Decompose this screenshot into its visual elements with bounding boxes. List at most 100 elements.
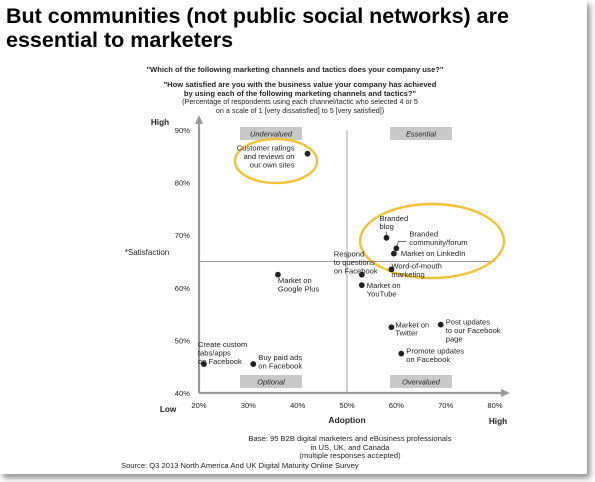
data-point bbox=[358, 282, 365, 289]
quadrant-label-optional: Optional bbox=[257, 378, 285, 387]
data-point bbox=[437, 321, 444, 328]
point-label: Post updates to our Facebook page bbox=[446, 318, 501, 344]
point-label: Market on Google Plus bbox=[278, 276, 320, 293]
point-label-line: Twitter bbox=[395, 329, 418, 338]
point-label-line: marketing bbox=[391, 270, 424, 279]
y-tick-label: 60% bbox=[175, 284, 190, 293]
point-label-line: Word-of-mouth bbox=[391, 261, 442, 270]
y-tick-label: 90% bbox=[175, 126, 190, 135]
survey-question-2-note-line-2: on a scale of 1 [very dissatisfied] to 5… bbox=[215, 105, 385, 115]
point-label-line: Market on bbox=[367, 281, 401, 290]
point-label: Market on YouTube bbox=[367, 281, 401, 298]
point-label-line: Market on bbox=[278, 276, 312, 285]
data-point bbox=[393, 245, 400, 252]
base-note-line-1: Base: 95 B2B digital marketers and eBusi… bbox=[248, 434, 452, 443]
point-label-line: blog bbox=[379, 222, 393, 231]
x-tick-label: 70% bbox=[438, 401, 453, 410]
data-point bbox=[383, 234, 390, 241]
x-tick-label: 50% bbox=[339, 401, 354, 410]
point-label-line: YouTube bbox=[367, 290, 397, 299]
x-tick-label: 40% bbox=[290, 401, 305, 410]
highlight-ellipse-customer-ratings bbox=[233, 137, 319, 185]
slide-headline: But communities (not public social netwo… bbox=[6, 4, 581, 52]
source-note: Source: Q3 2013 North America And UK Dig… bbox=[121, 461, 359, 470]
data-point bbox=[398, 350, 405, 357]
x-axis-title: Adoption bbox=[328, 415, 365, 425]
point-label-line: on Facebook bbox=[198, 357, 242, 366]
highlight-ellipse-owned-channels bbox=[358, 202, 506, 280]
headline-line-1: But communities (not public social netwo… bbox=[6, 4, 509, 28]
point-label-line: Branded bbox=[409, 229, 438, 238]
quadrant-box-overvalued bbox=[390, 375, 452, 388]
point-label-line: and reviews on bbox=[243, 152, 294, 161]
point-label-line: on Facebook bbox=[334, 266, 378, 275]
point-label-line: Promote updates bbox=[406, 347, 464, 356]
point-label-line: Market on LinkedIn bbox=[401, 249, 466, 258]
point-label: Branded blog bbox=[379, 214, 408, 231]
x-tick-label: 60% bbox=[389, 401, 404, 410]
base-note-line-3: (multiple responses accepted) bbox=[299, 451, 401, 460]
point-label-line: Customer ratings bbox=[237, 144, 295, 153]
point-label-line: page bbox=[446, 334, 463, 343]
point-label-line: Market on bbox=[395, 320, 429, 329]
slide: But communities (not public social netwo… bbox=[6, 4, 581, 470]
quadrant-box-undervalued bbox=[240, 127, 302, 140]
point-label: Promote updates on Facebook bbox=[406, 347, 464, 364]
x-tick-label: 30% bbox=[241, 401, 256, 410]
x-axis-arrow bbox=[501, 389, 510, 397]
data-point bbox=[250, 361, 257, 367]
scatter-chart: 20% 30% 40% 50% 60% 70% 80% 40% 50% 60% 70% 80% 90% A… bbox=[125, 115, 510, 426]
x-axis-low-label: Low bbox=[160, 405, 177, 414]
point-label-line: on Facebook bbox=[258, 361, 302, 370]
y-tick-label: 40% bbox=[175, 389, 190, 398]
point-label: Branded community/forum bbox=[409, 229, 467, 246]
point-label: Market on Twitter bbox=[395, 320, 429, 337]
point-label: Market on LinkedIn bbox=[401, 249, 466, 258]
point-label-line: to questions bbox=[334, 258, 375, 267]
survey-question-2-line-1: "How satisfied are you with the business… bbox=[163, 80, 437, 89]
base-note: Base: 95 B2B digital marketers and eBusi… bbox=[200, 434, 500, 461]
quadrant-label-undervalued: Undervalued bbox=[250, 130, 293, 139]
survey-question-2-note: (Percentage of respondents using each ch… bbox=[150, 97, 450, 115]
headline-line-2: essential to marketers bbox=[6, 28, 234, 52]
point-label-line: on Facebook bbox=[406, 355, 450, 364]
point-label: Customer ratings and reviews on our own si… bbox=[237, 144, 295, 170]
x-axis-high-label: High bbox=[489, 417, 507, 426]
point-label-line: tabs/apps bbox=[198, 348, 231, 357]
x-tick-label: 80% bbox=[487, 401, 502, 410]
survey-question-2-line-2: by using each of the following marketing… bbox=[183, 89, 417, 98]
quadrant-label-overvalued: Overvalued bbox=[402, 378, 441, 387]
y-axis-high-label: High bbox=[151, 118, 169, 127]
survey-question-2-note-line-1: (Percentage of respondents using each ch… bbox=[182, 97, 418, 106]
data-point bbox=[201, 361, 207, 367]
y-tick-label: 80% bbox=[175, 179, 190, 188]
y-axis-arrow bbox=[195, 115, 203, 124]
data-point bbox=[304, 150, 311, 157]
survey-question-1: "Which of the following marketing channe… bbox=[146, 65, 444, 74]
y-tick-label: 50% bbox=[175, 336, 190, 345]
point-label: Create custom tabs/apps on Facebook bbox=[198, 340, 247, 366]
data-point bbox=[390, 250, 397, 257]
point-label-line: Google Plus bbox=[278, 285, 320, 294]
point-label-line: Post updates bbox=[446, 318, 491, 327]
point-label-line: to our Facebook bbox=[446, 326, 501, 335]
point-label-line: Buy paid ads bbox=[258, 353, 302, 362]
quadrant-label-essential: Essential bbox=[406, 130, 436, 139]
point-label: Buy paid ads on Facebook bbox=[258, 353, 302, 370]
x-tick-label: 20% bbox=[191, 401, 206, 410]
y-tick-label: 70% bbox=[175, 231, 190, 240]
y-axis-title: *Satisfaction bbox=[125, 248, 169, 257]
survey-question-2: "How satisfied are you with the business… bbox=[130, 80, 470, 98]
point-label: Word-of-mouth marketing bbox=[391, 261, 442, 278]
quadrant-box-essential bbox=[390, 127, 452, 140]
point-label-line: our own sites bbox=[250, 160, 295, 169]
data-point bbox=[388, 266, 395, 273]
point-label-line: Create custom bbox=[198, 340, 247, 349]
data-point bbox=[275, 271, 281, 278]
point-label: Respond to questions on Facebook bbox=[334, 250, 378, 276]
base-note-line-2: in US, UK, and Canada bbox=[310, 442, 390, 452]
point-label-line: Respond bbox=[334, 250, 364, 259]
data-point bbox=[388, 324, 395, 331]
data-point bbox=[358, 271, 365, 278]
point-label-line: Branded bbox=[379, 214, 408, 223]
